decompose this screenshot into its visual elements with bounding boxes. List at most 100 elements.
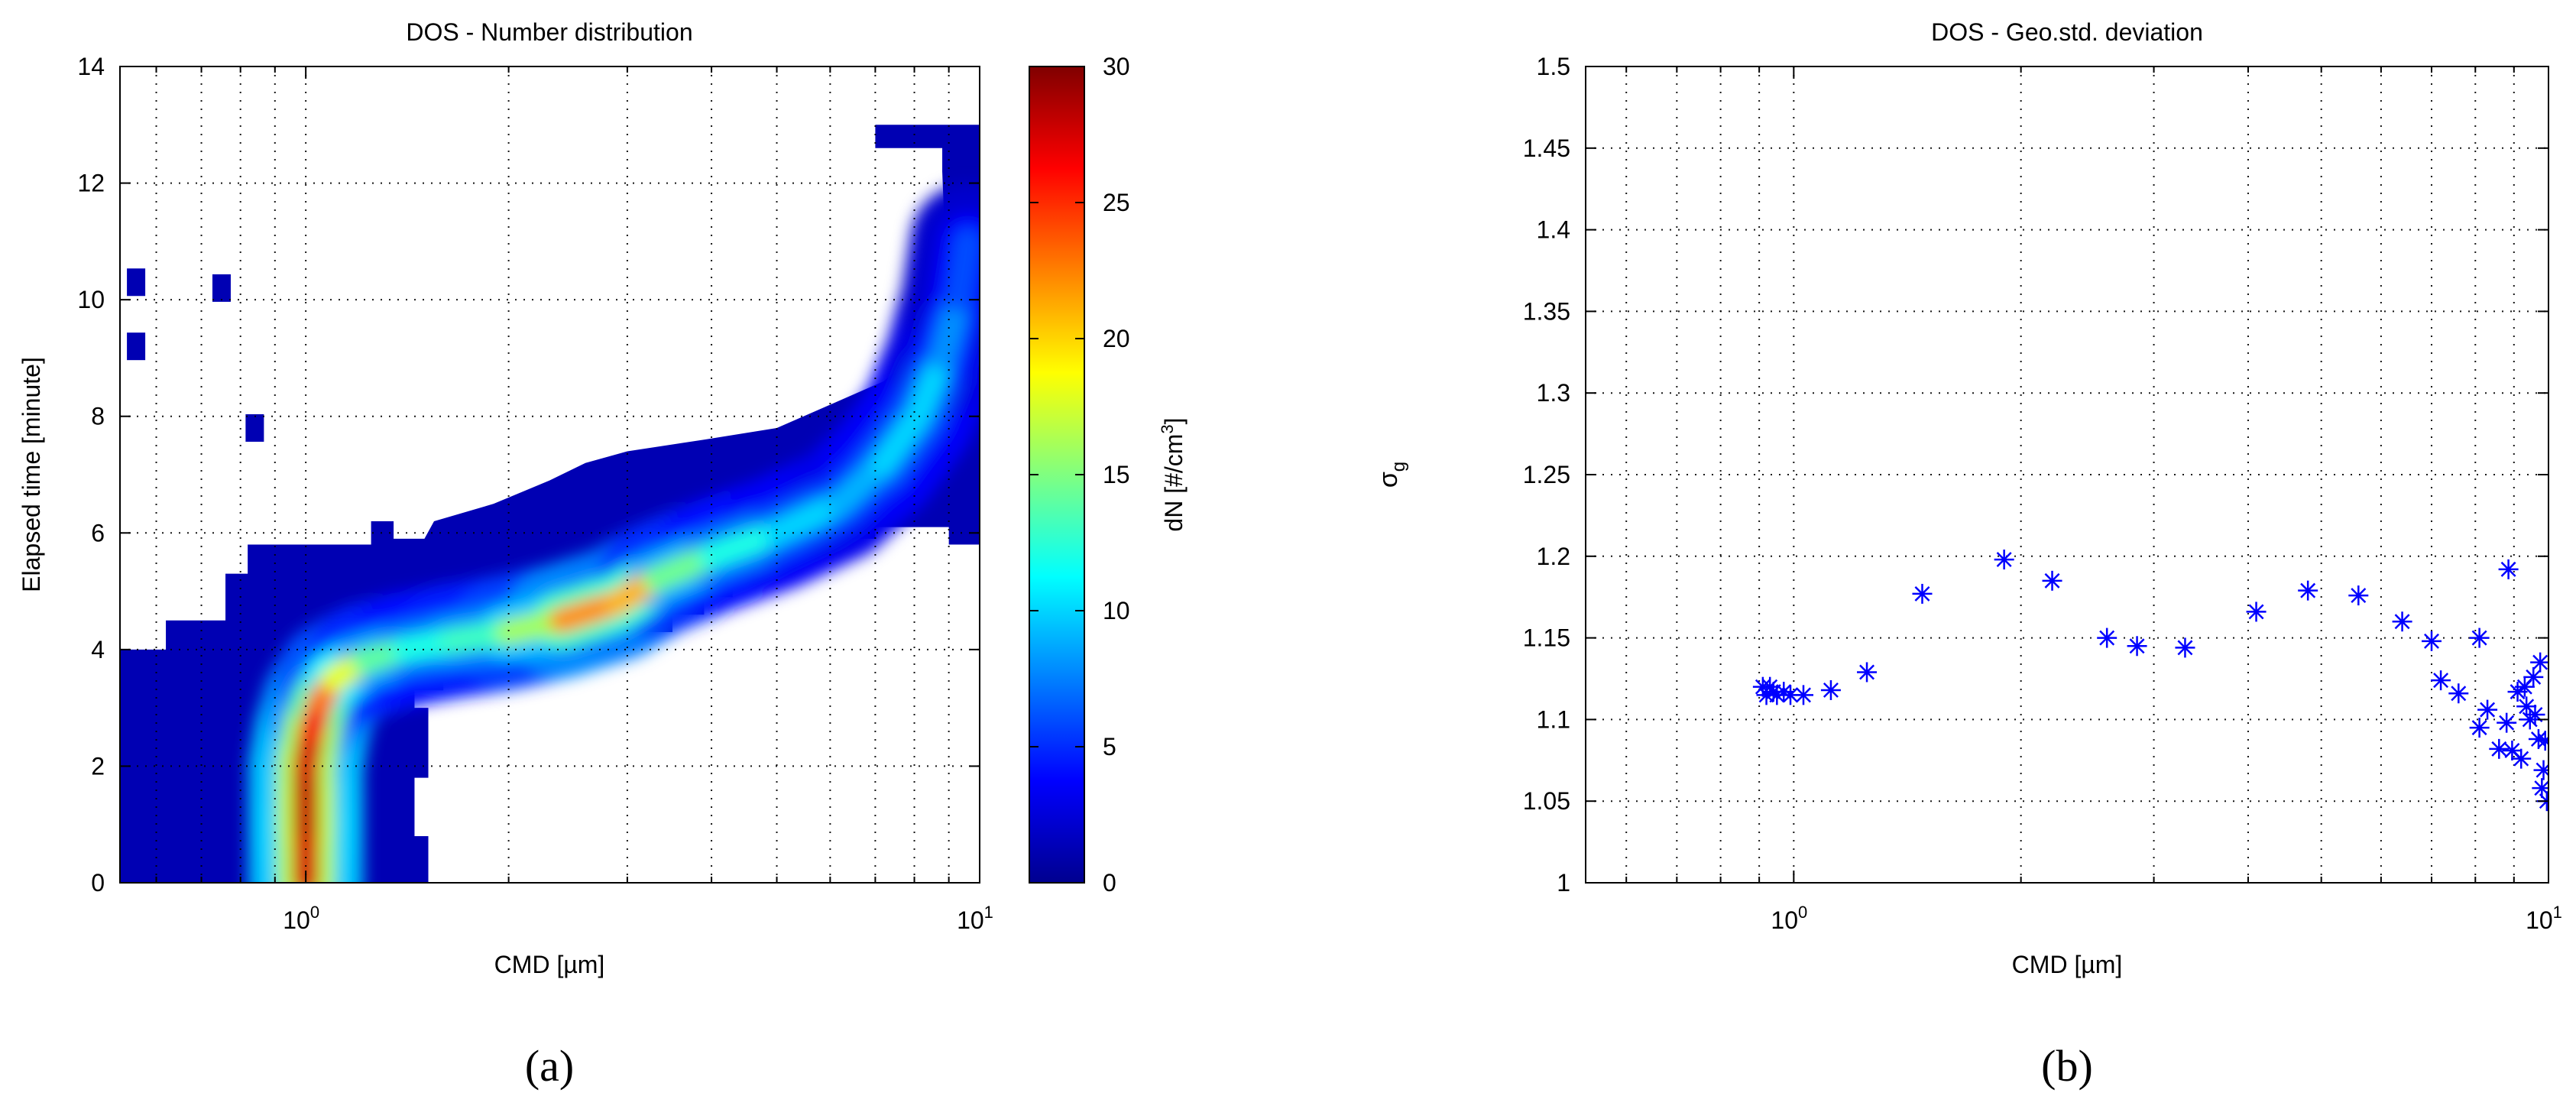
panel-b: DOS - Geo.std. deviation 100 101 1 1.05 1.1… xyxy=(1374,18,2562,1091)
scatter-point xyxy=(1857,662,1878,683)
chart-b-title: DOS - Geo.std. deviation xyxy=(1931,18,2203,46)
scatter-point-stroke xyxy=(2433,673,2449,689)
scatter-point xyxy=(2477,699,2498,720)
scatter-point-stroke xyxy=(2534,780,2548,796)
colorbar-tick-label: 20 xyxy=(1103,325,1130,352)
scatter-point xyxy=(2525,704,2545,725)
scatter-grid xyxy=(1586,66,2548,883)
scatter-point xyxy=(2469,718,2490,738)
scatter-x-tick-labels: 100 101 xyxy=(1771,903,2562,934)
heatmap-x-tick-label: 100 xyxy=(283,903,319,934)
heatmap-x-tick-labels: 100 101 xyxy=(283,903,993,934)
scatter-point-stroke xyxy=(2499,715,2515,731)
scatter-point xyxy=(2489,738,2510,759)
colorbar-label: dN [#/cm3] xyxy=(1158,417,1188,531)
heatmap-x-tick-exponent: 0 xyxy=(310,903,319,922)
colorbar-tick-label: 5 xyxy=(1103,733,1116,760)
scatter-x-tick-base: 10 xyxy=(1771,906,1798,934)
scatter-point xyxy=(2175,637,2195,658)
scatter-plot-area xyxy=(1585,66,2549,884)
heatmap-isolated-cell xyxy=(245,413,264,442)
scatter-point xyxy=(2502,740,2523,760)
scatter-point xyxy=(2246,602,2267,622)
scatter-y-tick-label: 1.05 xyxy=(1523,787,1570,815)
scatter-y-tick-label: 1 xyxy=(1557,869,1570,897)
heatmap-y-tick-label: 2 xyxy=(91,752,105,780)
scatter-point xyxy=(2127,636,2147,657)
heatmap-x-tick-exponent: 1 xyxy=(984,903,993,922)
chart-b-xlabel: CMD [µm] xyxy=(2012,951,2123,978)
scatter-point xyxy=(2530,652,2548,673)
heatmap-y-tick-labels: 0 2 4 6 8 10 12 14 xyxy=(77,53,105,897)
heatmap-y-tick-label: 8 xyxy=(91,403,105,430)
caption-b: (b) xyxy=(2041,1041,2093,1091)
scatter-point xyxy=(2422,631,2442,651)
scatter-y-tick-labels: 1 1.05 1.1 1.15 1.2 1.25 1.3 1.35 1.4 1.45 1.5 xyxy=(1523,53,1570,897)
scatter-point xyxy=(1994,550,2014,570)
scatter-point xyxy=(2498,559,2519,579)
scatter-point-stroke xyxy=(2513,751,2529,767)
scatter-point-stroke xyxy=(2099,630,2115,646)
heatmap-grid xyxy=(120,66,980,883)
heatmap-x-tick-label: 101 xyxy=(957,903,993,934)
scatter-point xyxy=(2497,712,2517,733)
scatter-point xyxy=(2448,683,2469,704)
heatmap-y-tick-label: 12 xyxy=(77,170,105,197)
colorbar-tick-label: 30 xyxy=(1103,53,1130,80)
scatter-y-tick-label: 1.15 xyxy=(1523,624,1570,652)
colorbar-tick-label: 0 xyxy=(1103,869,1116,897)
scatter-point-stroke xyxy=(2527,707,2543,722)
scatter-point xyxy=(1820,679,1841,700)
scatter-point-stroke xyxy=(1776,684,1792,700)
panel-a: DOS - Number distribution 100 101 0246810… xyxy=(18,18,1188,1091)
scatter-y-tick-label: 1.5 xyxy=(1537,53,1570,80)
scatter-point-stroke xyxy=(2044,572,2060,589)
scatter-point-stroke xyxy=(2471,630,2487,646)
scatter-y-tick-label: 1.45 xyxy=(1523,135,1570,162)
scatter-point-stroke xyxy=(1859,664,1875,680)
heatmap-isolated-cell xyxy=(127,332,146,361)
scatter-y-tick-label: 1.1 xyxy=(1537,705,1570,733)
scatter-point-stroke xyxy=(2491,741,2507,757)
scatter-points xyxy=(1752,550,2548,812)
chart-b-ylabel-subscript: g xyxy=(1388,462,1409,472)
heatmap-layer xyxy=(120,125,980,883)
colorbar-tick-label: 25 xyxy=(1103,189,1130,216)
scatter-point xyxy=(2097,627,2118,648)
scatter-point-stroke xyxy=(2471,720,2487,736)
heatmap-ticks xyxy=(120,66,980,884)
scatter-point-stroke xyxy=(2537,736,2548,749)
heatmap-y-tick-label: 0 xyxy=(91,869,105,897)
scatter-y-tick-label: 1.3 xyxy=(1537,379,1570,407)
chart-a-ylabel: Elapsed time [minute] xyxy=(18,357,45,592)
scatter-point-stroke xyxy=(2177,640,2193,656)
scatter-point-stroke xyxy=(1796,687,1811,703)
heatmap-isolated-cell xyxy=(127,268,146,297)
scatter-point xyxy=(2348,585,2369,606)
scatter-point-stroke xyxy=(2526,669,2542,685)
heatmap-plot-area xyxy=(119,66,980,884)
colorbar-tick-label: 10 xyxy=(1103,597,1130,624)
scatter-point xyxy=(2535,731,2548,751)
colorbar-ticks: 0 5 10 15 20 25 30 xyxy=(1029,53,1130,897)
heatmap-y-tick-label: 14 xyxy=(77,53,105,80)
scatter-x-tick-label: 100 xyxy=(1771,903,1807,934)
scatter-y-tick-label: 1.35 xyxy=(1523,297,1570,325)
scatter-point xyxy=(2523,666,2544,687)
scatter-point xyxy=(1793,685,1814,705)
heatmap-y-tick-label: 10 xyxy=(77,286,105,313)
heatmap-x-tick-base: 10 xyxy=(957,906,984,934)
heatmap-ridge-glow xyxy=(248,183,980,883)
scatter-point-stroke xyxy=(2394,614,2410,630)
scatter-point xyxy=(2516,696,2537,717)
scatter-x-tick-base: 10 xyxy=(2526,906,2553,934)
scatter-y-tick-label: 1.4 xyxy=(1537,216,1570,244)
scatter-point xyxy=(2042,570,2062,591)
scatter-point-stroke xyxy=(2351,588,2367,604)
scatter-point xyxy=(2532,778,2548,799)
scatter-point-stroke xyxy=(2248,604,2264,620)
colorbar: 0 5 10 15 20 25 30 dN [#/cm3] xyxy=(1029,53,1188,897)
scatter-point-stroke xyxy=(2500,561,2516,577)
heatmap-ridge-peak xyxy=(945,228,980,313)
